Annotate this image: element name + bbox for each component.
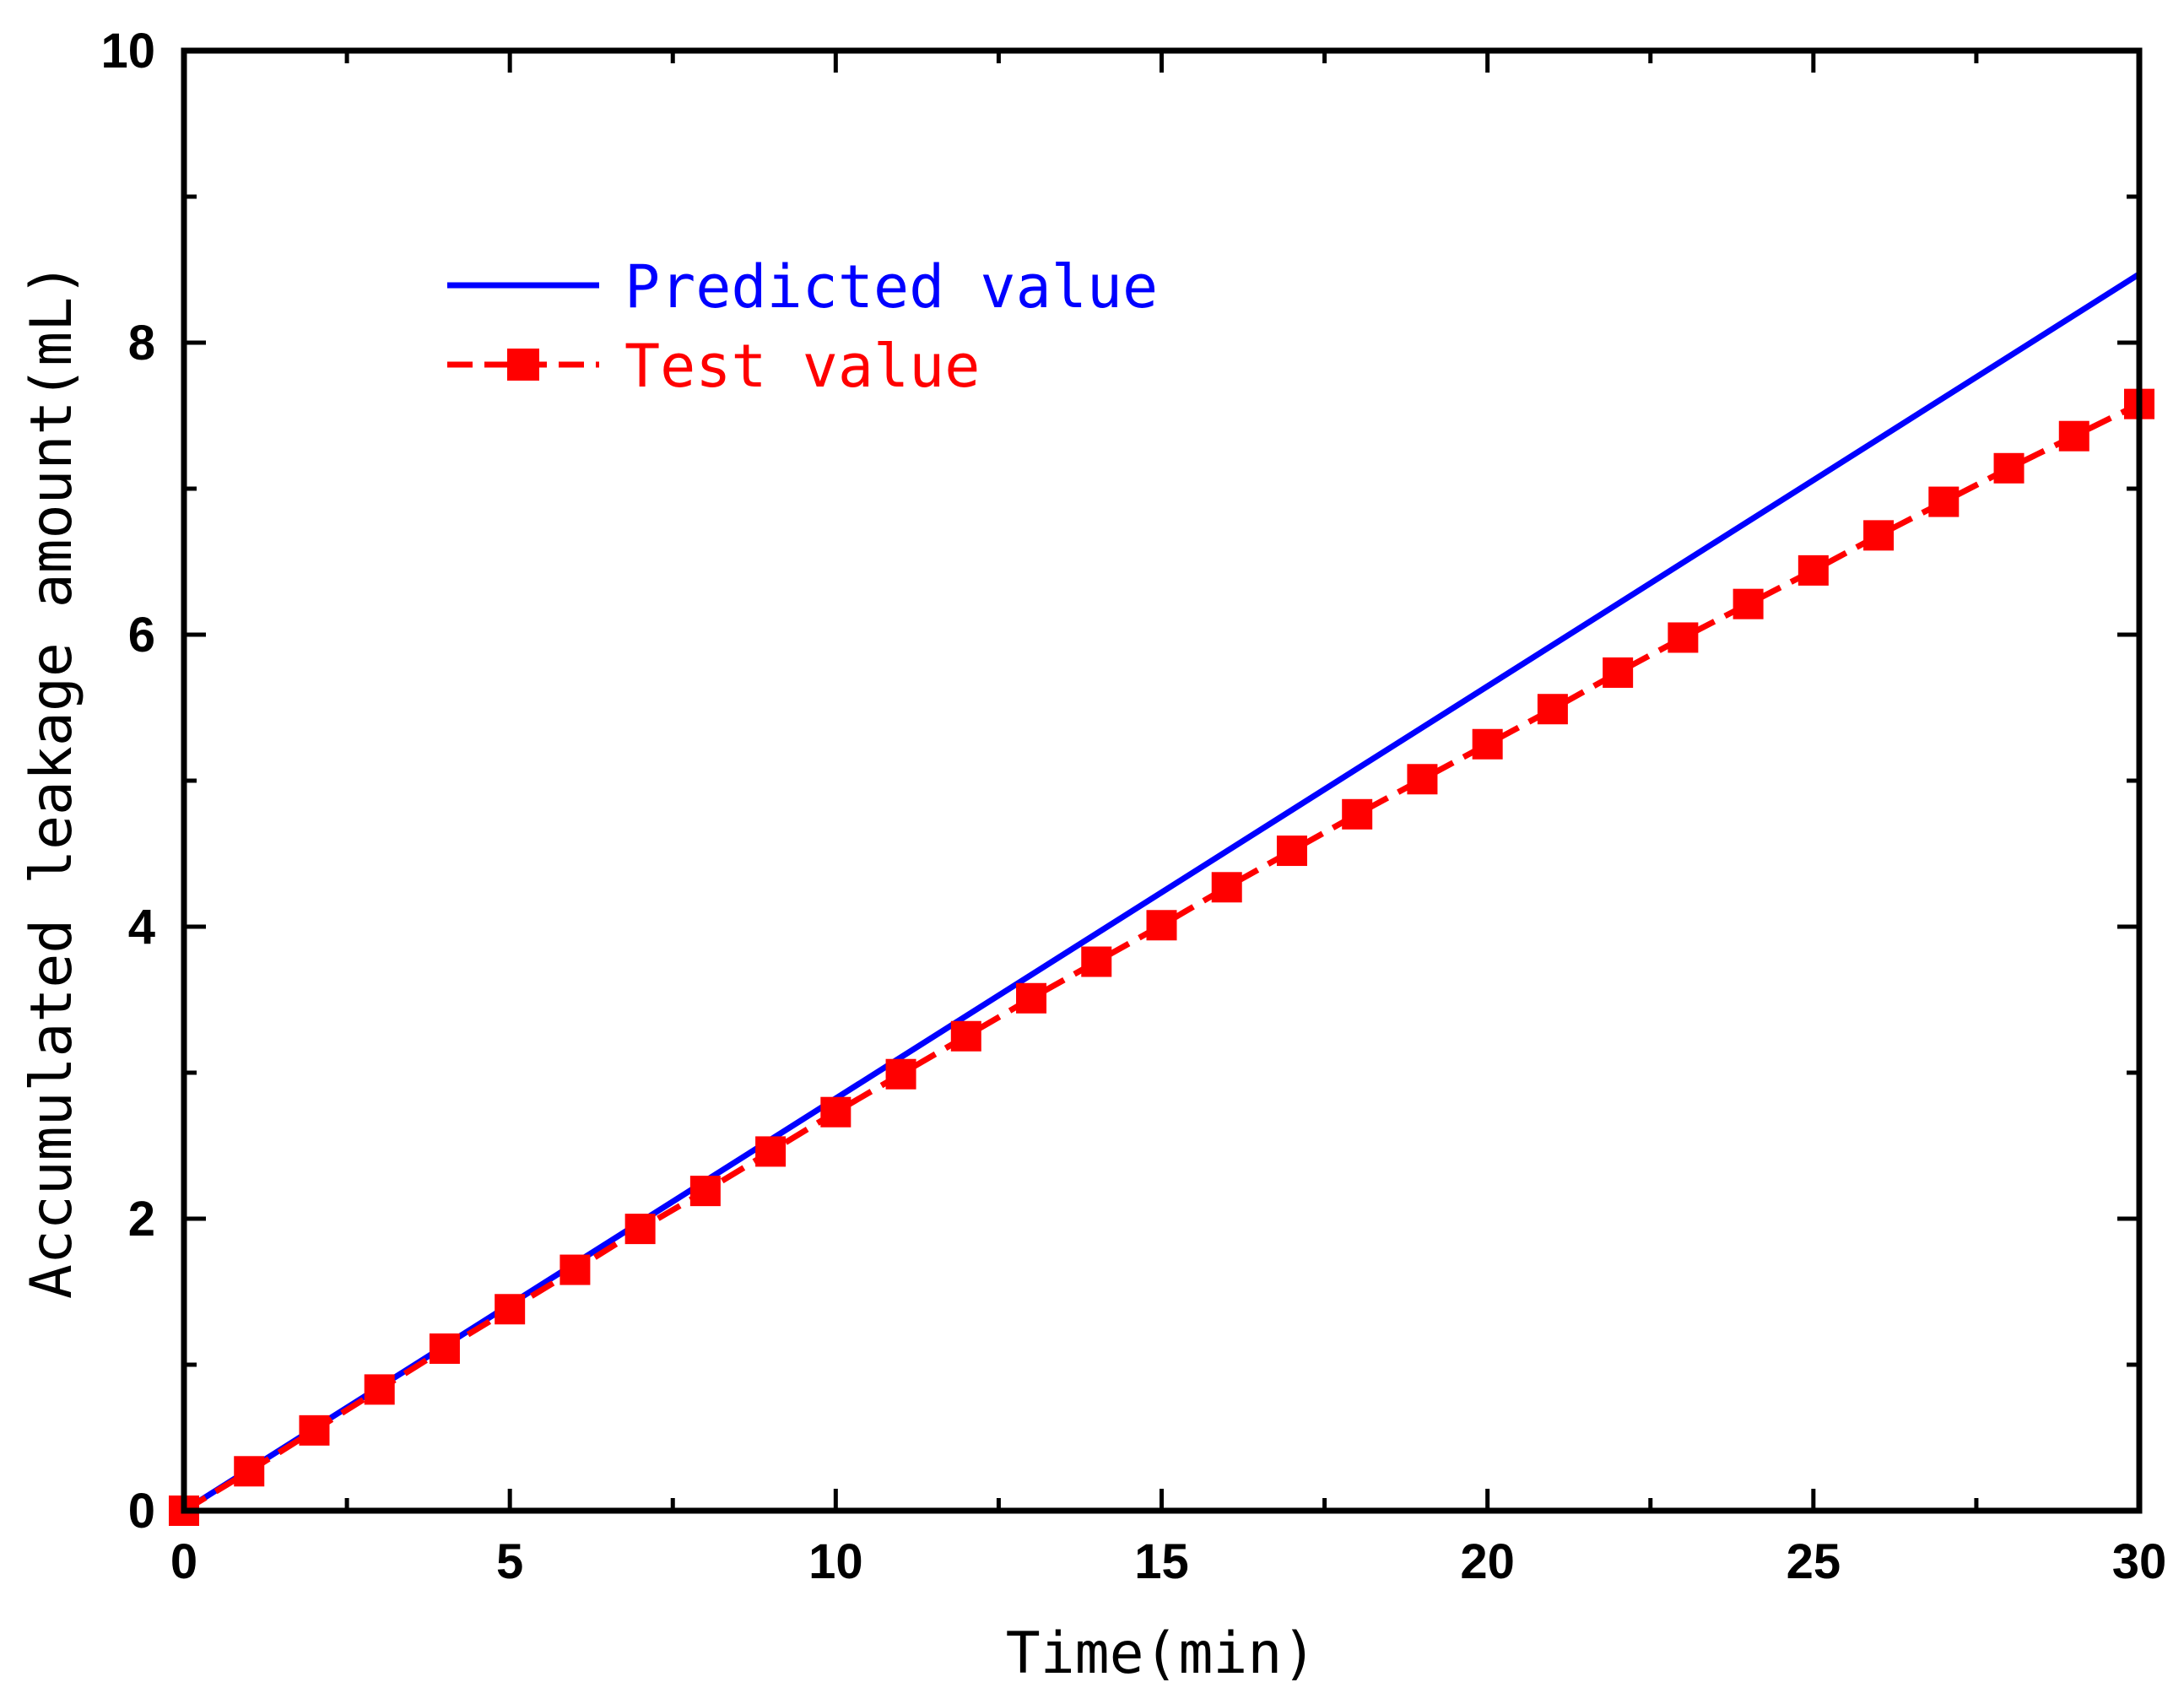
data-point-marker (1993, 452, 2025, 484)
legend-predicted-label: Predicted value (624, 252, 1158, 322)
data-point-marker (429, 1333, 460, 1364)
data-point-marker (495, 1294, 526, 1325)
data-point-marker (1342, 798, 1373, 830)
data-point-marker (1276, 836, 1307, 867)
data-point-marker (885, 1058, 916, 1090)
y-tick-label: 4 (128, 900, 155, 955)
data-point-marker (364, 1374, 395, 1405)
data-point-marker (1146, 910, 1177, 941)
y-tick-label: 2 (128, 1192, 155, 1247)
data-point-marker (1733, 588, 1764, 619)
series-line-1 (182, 401, 2141, 1513)
data-point-marker (1668, 622, 1699, 653)
data-point-marker (1081, 946, 1112, 977)
x-axis-title: Time(min) (1006, 1620, 1316, 1687)
tick-labels: 0 5 10 15 20 25 30 0 2 4 6 8 10 (100, 24, 2166, 1589)
x-tick-label: 10 (808, 1534, 863, 1589)
data-point-marker (1472, 728, 1503, 760)
data-point-marker (755, 1136, 787, 1167)
data-point-marker (1928, 486, 1960, 517)
data-point-marker (560, 1254, 591, 1285)
x-tick-label: 30 (2112, 1534, 2167, 1589)
x-tick-label: 25 (1787, 1534, 1841, 1589)
plot-frame (181, 47, 2143, 1514)
data-point-marker (1016, 982, 1047, 1014)
data-point-marker (1407, 764, 1438, 795)
y-tick-label: 0 (128, 1484, 155, 1539)
axis-ticks (181, 48, 2142, 1513)
x-tick-label: 5 (496, 1534, 523, 1589)
data-point-marker (1537, 694, 1568, 725)
legend-test-marker (507, 349, 539, 381)
data-point-marker (624, 1214, 656, 1245)
data-point-marker (1863, 520, 1895, 551)
x-tick-label: 0 (170, 1534, 197, 1589)
legend: Predicted value Test value (447, 252, 1158, 401)
y-tick-label: 6 (128, 608, 155, 663)
data-point-marker (1797, 554, 1829, 586)
x-tick-label: 15 (1134, 1534, 1189, 1589)
series-line-0 (182, 271, 2141, 1513)
series-layer (169, 271, 2154, 1526)
data-point-marker (1211, 872, 1242, 903)
data-point-marker (689, 1176, 721, 1207)
y-axis-title: Accumulated leakage amount(mL) (19, 262, 85, 1299)
y-tick-label: 8 (128, 316, 155, 371)
data-point-marker (1603, 657, 1634, 688)
y-tick-label: 10 (100, 24, 155, 78)
data-point-marker (950, 1020, 981, 1052)
data-point-marker (234, 1456, 265, 1487)
data-point-marker (299, 1414, 330, 1446)
legend-test-label: Test value (624, 332, 980, 401)
data-point-marker (820, 1096, 851, 1128)
data-point-marker (2058, 420, 2089, 452)
x-tick-label: 20 (1460, 1534, 1515, 1589)
